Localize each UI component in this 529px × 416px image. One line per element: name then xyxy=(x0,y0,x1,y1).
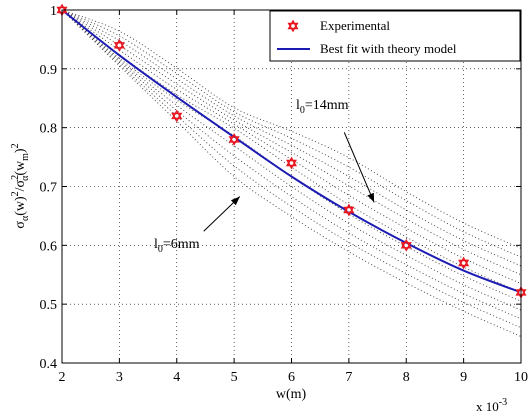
hexagram-center xyxy=(175,114,179,118)
data-point xyxy=(400,238,412,252)
data-point xyxy=(287,19,299,33)
annotation-label-6mm: l0=6mm xyxy=(154,237,200,255)
hexagram-triangle xyxy=(343,206,355,217)
theory-curve xyxy=(61,9,522,267)
annotation-arrow-14mm xyxy=(343,132,375,203)
data-point xyxy=(228,133,240,146)
theory-curve xyxy=(61,9,522,249)
hexagram-center xyxy=(404,243,408,247)
x-axis-multiplier: x 10-3 xyxy=(476,397,507,414)
annotation-arrowhead-14mm xyxy=(367,192,375,203)
data-point xyxy=(285,156,298,170)
tick-labels: 2 3 4 5 6 7 8 9 10 0.4 0.5 0.6 0.7 0.8 0.9 1 xyxy=(40,4,529,385)
x-tick-label: 4 xyxy=(173,370,180,385)
axis-ticks xyxy=(61,9,522,364)
hexagram-center xyxy=(347,208,351,212)
y-tick-label: 0.8 xyxy=(40,122,58,137)
experimental-markers xyxy=(56,3,527,299)
hexagram-triangle xyxy=(400,242,412,252)
hexagram-triangle xyxy=(56,6,68,17)
y-tick-label: 0.6 xyxy=(40,239,58,254)
hexagram-triangle xyxy=(228,133,240,143)
hexagram-triangle xyxy=(458,256,470,267)
legend: Experimental Best fit with theory model xyxy=(269,10,521,62)
hexagram-center xyxy=(232,137,236,142)
data-point xyxy=(458,256,470,270)
hexagram-triangle xyxy=(171,109,183,120)
hexagram-center xyxy=(291,24,295,28)
hexagram-center xyxy=(289,161,294,165)
y-axis-label: σα(w)2/σ2α(wm)2 xyxy=(10,143,31,228)
legend-marker-experimental xyxy=(287,19,299,33)
y-tick-label: 0.7 xyxy=(40,181,58,196)
hexagram-triangle xyxy=(113,38,125,49)
data-point xyxy=(171,109,183,123)
x-axis-label: w(m) xyxy=(276,387,307,402)
x-tick-label: 5 xyxy=(231,370,238,385)
hexagram-triangle xyxy=(400,238,412,249)
annotation-arrowhead-6mm xyxy=(230,196,240,206)
hexagram-triangle xyxy=(458,259,470,270)
hexagram-triangle xyxy=(287,19,299,30)
x-tick-label: 2 xyxy=(59,370,66,385)
data-point xyxy=(343,203,355,217)
hexagram-triangle xyxy=(287,22,299,33)
y-tick-label: 0.9 xyxy=(40,63,58,78)
legend-box xyxy=(269,10,521,62)
hexagram-center xyxy=(117,43,121,47)
y-tick-label: 0.4 xyxy=(40,357,58,372)
hexagram-triangle xyxy=(171,112,183,123)
theory-curve xyxy=(61,9,522,276)
x-tick-label: 10 xyxy=(514,370,528,385)
x-tick-label: 6 xyxy=(288,370,295,385)
x-tick-label: 3 xyxy=(116,370,123,385)
hexagram-triangle xyxy=(228,136,240,146)
hexagram-triangle xyxy=(285,156,298,167)
x-tick-label: 8 xyxy=(403,370,410,385)
y-tick-label: 0.5 xyxy=(40,298,58,313)
hexagram-triangle xyxy=(343,203,355,214)
hexagram-triangle xyxy=(285,159,298,170)
data-point xyxy=(113,38,125,52)
theory-curve xyxy=(61,9,522,320)
legend-label-experimental: Experimental xyxy=(320,18,390,33)
legend-label-best-fit: Best fit with theory model xyxy=(320,41,457,56)
annotation-label-14mm: l0=14mm xyxy=(296,98,349,116)
best-fit-line xyxy=(61,9,522,294)
hexagram-center xyxy=(462,261,466,265)
annotation-14mm: l0=14mm xyxy=(296,98,375,203)
hexagram-triangle xyxy=(113,42,125,52)
x-tick-label: 9 xyxy=(460,370,467,385)
x-tick-label: 7 xyxy=(345,370,352,385)
y-tick-label: 1 xyxy=(50,4,57,19)
annotation-6mm: l0=6mm xyxy=(154,196,241,255)
